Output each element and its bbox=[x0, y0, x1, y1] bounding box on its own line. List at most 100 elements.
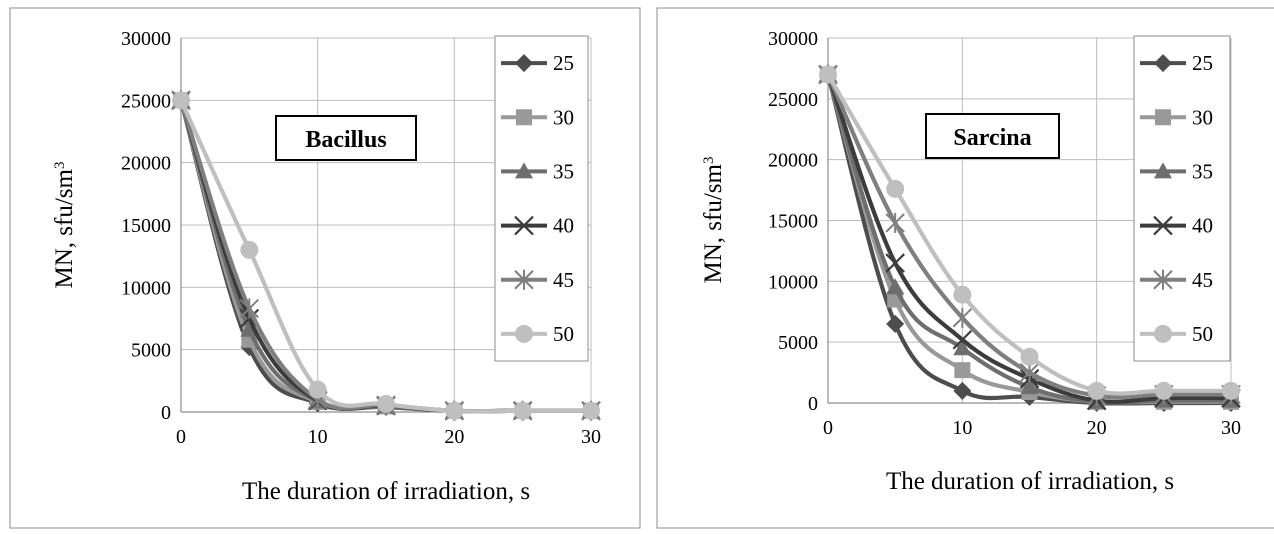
data-point-40 bbox=[885, 253, 905, 273]
y-tick-label: 30000 bbox=[121, 28, 171, 50]
legend: 25 30 35 40 45 50 bbox=[1133, 35, 1231, 362]
data-point-50 bbox=[377, 394, 395, 413]
legend-label: 40 bbox=[1192, 214, 1213, 238]
legend-item-25: 25 bbox=[1140, 51, 1213, 75]
data-point-50 bbox=[1154, 381, 1173, 400]
series-50 bbox=[172, 91, 600, 420]
legend-label: 50 bbox=[553, 322, 574, 346]
species-annotation-sarcina: Sarcina bbox=[925, 113, 1060, 159]
y-tick-label: 10000 bbox=[121, 277, 171, 299]
x-tick-label: 30 bbox=[581, 426, 601, 448]
species-annotation-text: Sarcina bbox=[953, 125, 1031, 151]
x-axis-label: The duration of irradiation, s bbox=[886, 468, 1174, 495]
data-point-35 bbox=[886, 278, 905, 295]
x-tick-label: 20 bbox=[444, 426, 464, 448]
chart-panel-bacillus: 0 5000 10000 15000 20000 25000 30000 0 10 20 30 MN,… bbox=[9, 7, 641, 529]
x-tick-label: 20 bbox=[1087, 417, 1107, 439]
data-point-50 bbox=[513, 401, 532, 420]
y-tick-label: 5000 bbox=[131, 340, 171, 362]
data-point-50 bbox=[819, 65, 837, 84]
x-tick-label: 0 bbox=[823, 417, 833, 439]
legend-item-45: 45 bbox=[1140, 268, 1213, 292]
legend-marker-40 bbox=[1153, 215, 1173, 236]
series-50 bbox=[819, 65, 1240, 400]
data-point-45 bbox=[239, 298, 260, 319]
legend-label: 30 bbox=[1192, 105, 1213, 129]
species-annotation-box bbox=[275, 115, 417, 161]
species-annotation-bacillus: Bacillus bbox=[275, 115, 417, 161]
legend-label: 25 bbox=[1192, 51, 1213, 75]
data-point-50 bbox=[1020, 347, 1039, 366]
legend-item-50: 50 bbox=[501, 322, 574, 346]
data-point-50 bbox=[582, 401, 600, 420]
x-axis-label: The duration of irradiation, s bbox=[242, 478, 530, 505]
legend-item-30: 30 bbox=[1140, 105, 1213, 129]
legend-marker-50 bbox=[1154, 324, 1172, 343]
legend-marker-50 bbox=[515, 324, 533, 343]
data-point-35 bbox=[1020, 378, 1039, 395]
x-tick-label: 10 bbox=[308, 426, 328, 448]
plot-series bbox=[818, 64, 1241, 412]
plot-series bbox=[171, 90, 601, 421]
y-tick-label: 10000 bbox=[768, 271, 818, 293]
data-point-45 bbox=[885, 212, 905, 233]
x-tick-label: 30 bbox=[1221, 417, 1241, 439]
x-tick-label: 10 bbox=[952, 417, 972, 439]
chart-frame bbox=[656, 7, 1274, 529]
legend-marker-35 bbox=[1154, 162, 1172, 179]
legend-marker-30 bbox=[516, 109, 532, 126]
legend-marker-30 bbox=[1155, 109, 1171, 126]
data-point-40 bbox=[952, 329, 973, 350]
legend-item-30: 30 bbox=[501, 105, 574, 129]
data-point-50 bbox=[1222, 381, 1240, 400]
legend-box bbox=[494, 35, 589, 362]
data-point-50 bbox=[886, 179, 905, 198]
y-tick-label: 20000 bbox=[121, 153, 171, 175]
y-tick-label: 25000 bbox=[768, 89, 818, 111]
x-tick-label: 0 bbox=[176, 426, 186, 448]
legend-label: 45 bbox=[1192, 268, 1213, 292]
y-tick-label: 0 bbox=[161, 402, 171, 424]
data-point-50 bbox=[172, 91, 190, 110]
data-point-50 bbox=[953, 285, 972, 304]
legend-item-40: 40 bbox=[1140, 214, 1213, 238]
data-point-45 bbox=[1019, 362, 1040, 383]
legend-marker-45 bbox=[1153, 269, 1173, 290]
legend-box bbox=[1133, 35, 1231, 362]
legend-label: 40 bbox=[553, 214, 574, 238]
legend-marker-40 bbox=[514, 215, 534, 236]
y-axis-label-superscript: 3 bbox=[52, 162, 68, 170]
legend-label: 50 bbox=[1192, 322, 1213, 346]
species-annotation-box bbox=[925, 113, 1060, 159]
legend-label: 30 bbox=[553, 105, 574, 129]
data-point-30 bbox=[954, 362, 971, 379]
legend-item-35: 35 bbox=[1140, 159, 1213, 183]
legend-item-35: 35 bbox=[501, 159, 574, 183]
species-annotation-text: Bacillus bbox=[305, 127, 386, 153]
y-tick-label: 15000 bbox=[768, 211, 818, 233]
y-tick-label: 20000 bbox=[768, 150, 818, 172]
y-tick-label: 30000 bbox=[768, 28, 818, 50]
chart-bacillus-svg: 0 5000 10000 15000 20000 25000 30000 0 10 20 30 MN,… bbox=[9, 7, 641, 529]
legend-item-40: 40 bbox=[501, 214, 574, 238]
y-axis-label-superscript: 3 bbox=[701, 157, 717, 165]
legend-item-45: 45 bbox=[501, 268, 574, 292]
data-point-50 bbox=[445, 401, 464, 420]
y-axis-label: MN, sfu/sm3 bbox=[700, 157, 727, 284]
data-point-35 bbox=[953, 339, 972, 356]
data-point-50 bbox=[1087, 381, 1106, 400]
y-tick-label: 0 bbox=[808, 393, 818, 415]
chart-frame bbox=[9, 7, 641, 529]
legend-label: 45 bbox=[553, 268, 574, 292]
legend-label: 35 bbox=[553, 159, 574, 183]
y-tick-label: 15000 bbox=[121, 215, 171, 237]
y-tick-label: 25000 bbox=[121, 90, 171, 112]
legend-item-25: 25 bbox=[501, 51, 574, 75]
data-point-45 bbox=[952, 307, 973, 328]
legend-label: 35 bbox=[1192, 159, 1213, 183]
legend-marker-45 bbox=[514, 269, 534, 290]
chart-panel-sarcina: 0 5000 10000 15000 20000 25000 30000 0 10 20 30 MN,… bbox=[641, 0, 1274, 534]
legend-label: 25 bbox=[553, 51, 574, 75]
y-axis-label: MN, sfu/sm3 bbox=[51, 162, 78, 289]
data-point-50 bbox=[240, 240, 259, 259]
